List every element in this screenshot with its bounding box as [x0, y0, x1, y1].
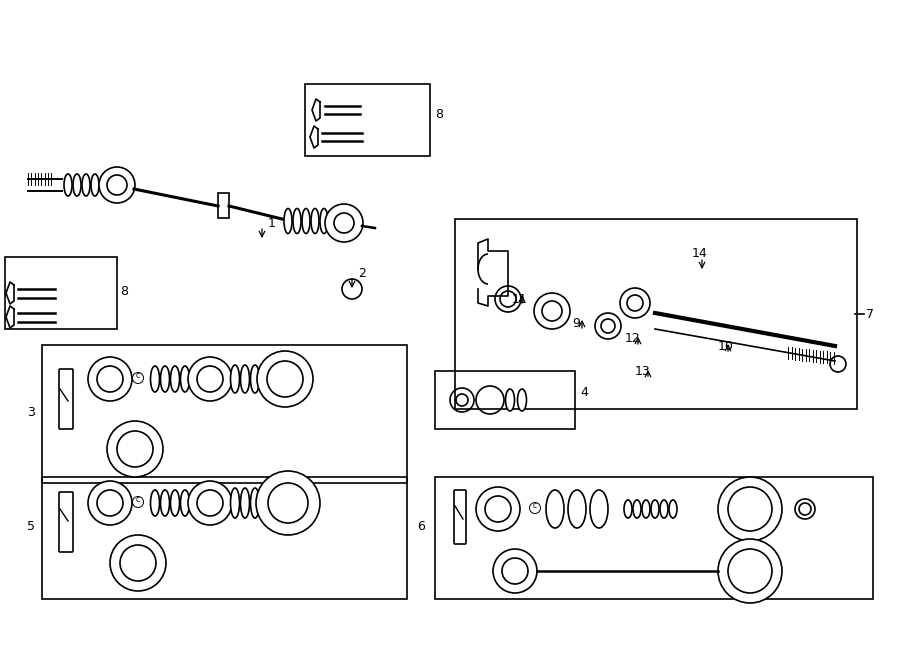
Ellipse shape: [320, 208, 328, 233]
Text: 12: 12: [625, 332, 641, 346]
Bar: [42, 345, 407, 483]
Ellipse shape: [250, 365, 259, 393]
Text: 4: 4: [580, 387, 588, 399]
Ellipse shape: [518, 389, 526, 411]
Text: 11: 11: [512, 293, 527, 305]
Ellipse shape: [284, 208, 292, 233]
Text: 8: 8: [435, 108, 443, 120]
Ellipse shape: [633, 500, 641, 518]
Circle shape: [718, 477, 782, 541]
Ellipse shape: [230, 488, 239, 518]
Ellipse shape: [250, 488, 259, 518]
FancyBboxPatch shape: [59, 492, 73, 552]
Text: 3: 3: [27, 407, 35, 420]
Ellipse shape: [82, 174, 90, 196]
Circle shape: [88, 357, 132, 401]
Text: 9: 9: [572, 317, 580, 329]
Text: c: c: [136, 371, 140, 379]
Bar: [435, 477, 873, 599]
Ellipse shape: [660, 500, 668, 518]
Circle shape: [110, 535, 166, 591]
Bar: [5, 257, 117, 329]
Ellipse shape: [669, 500, 677, 518]
Ellipse shape: [170, 366, 179, 392]
Ellipse shape: [311, 208, 319, 233]
Text: 1: 1: [268, 217, 276, 229]
Ellipse shape: [150, 366, 159, 392]
Ellipse shape: [651, 500, 659, 518]
Ellipse shape: [506, 389, 515, 411]
Ellipse shape: [329, 208, 337, 233]
Ellipse shape: [260, 488, 269, 518]
Ellipse shape: [624, 500, 632, 518]
Circle shape: [476, 487, 520, 531]
Text: 14: 14: [692, 247, 707, 260]
Ellipse shape: [546, 490, 564, 528]
Text: 7: 7: [866, 307, 874, 321]
Ellipse shape: [191, 490, 200, 516]
Ellipse shape: [293, 208, 301, 233]
Ellipse shape: [181, 366, 190, 392]
Circle shape: [188, 357, 232, 401]
Bar: [455, 219, 857, 409]
Bar: [218, 193, 229, 218]
Circle shape: [830, 356, 846, 372]
Circle shape: [257, 351, 313, 407]
Ellipse shape: [91, 174, 99, 196]
Ellipse shape: [302, 208, 310, 233]
Ellipse shape: [170, 490, 179, 516]
Ellipse shape: [160, 490, 169, 516]
Ellipse shape: [191, 366, 200, 392]
Ellipse shape: [73, 174, 81, 196]
Circle shape: [99, 167, 135, 203]
Text: 5: 5: [27, 520, 35, 533]
Ellipse shape: [181, 490, 190, 516]
Text: 2: 2: [358, 266, 366, 280]
Bar: [435, 371, 575, 429]
Circle shape: [493, 549, 537, 593]
FancyBboxPatch shape: [59, 369, 73, 429]
FancyBboxPatch shape: [454, 490, 466, 544]
Ellipse shape: [160, 366, 169, 392]
Ellipse shape: [590, 490, 608, 528]
Text: c: c: [533, 500, 537, 510]
Circle shape: [88, 481, 132, 525]
Ellipse shape: [568, 490, 586, 528]
Circle shape: [188, 481, 232, 525]
Bar: [42, 477, 407, 599]
Ellipse shape: [230, 365, 239, 393]
Text: 13: 13: [635, 364, 651, 377]
Text: c: c: [136, 494, 140, 504]
Text: 8: 8: [120, 284, 128, 297]
Ellipse shape: [642, 500, 650, 518]
Ellipse shape: [150, 490, 159, 516]
Ellipse shape: [240, 365, 249, 393]
Circle shape: [107, 421, 163, 477]
Circle shape: [718, 539, 782, 603]
Ellipse shape: [260, 365, 269, 393]
Ellipse shape: [100, 174, 108, 196]
Circle shape: [325, 204, 363, 242]
Text: 6: 6: [417, 520, 425, 533]
Text: 10: 10: [718, 340, 734, 352]
Circle shape: [256, 471, 320, 535]
Ellipse shape: [64, 174, 72, 196]
Bar: [305, 84, 430, 156]
Ellipse shape: [240, 488, 249, 518]
